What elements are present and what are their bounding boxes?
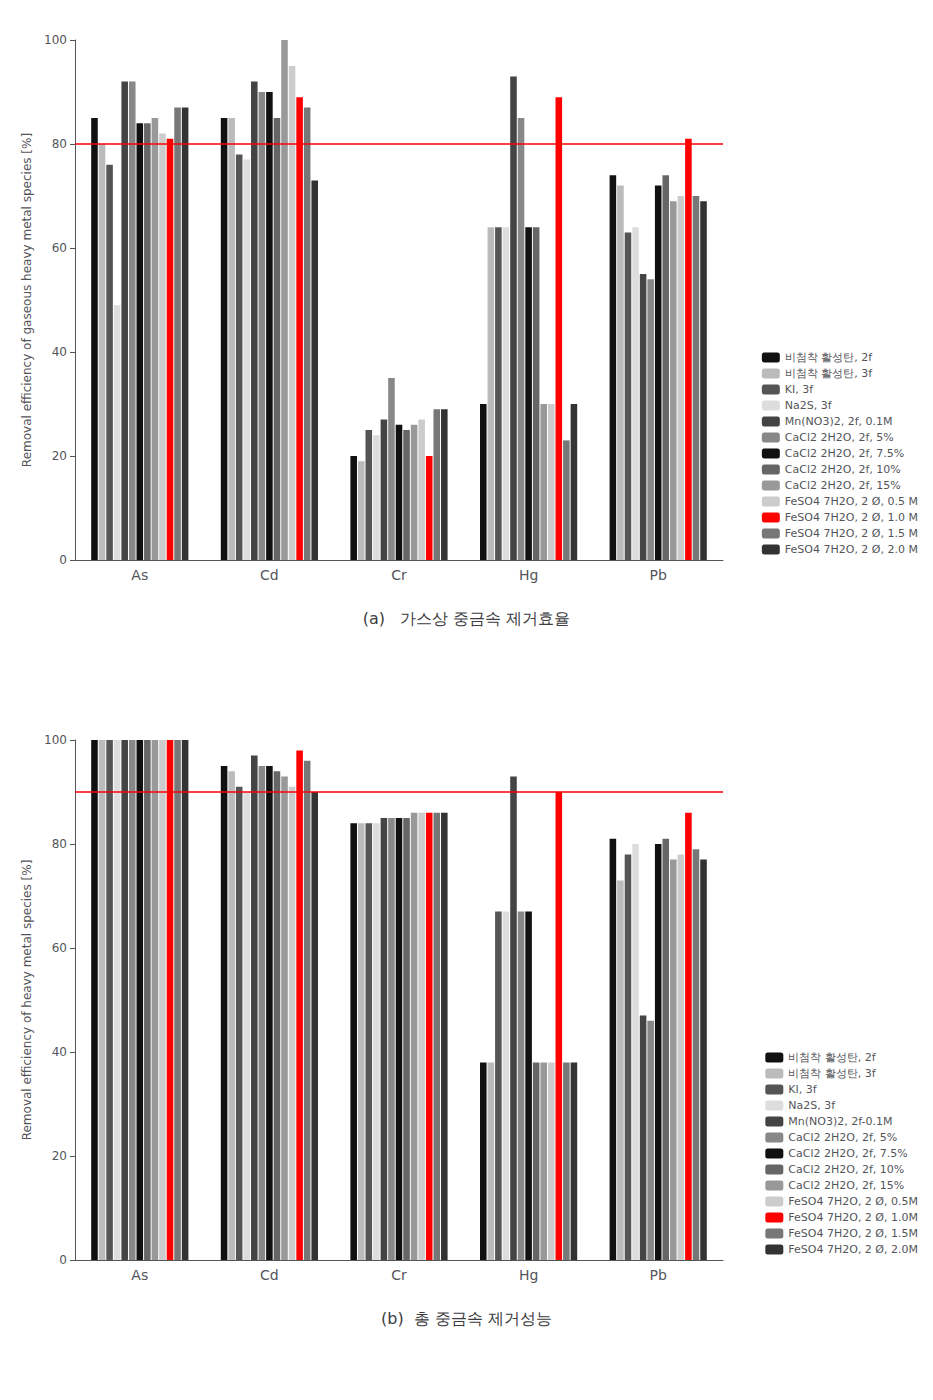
svg-text:60: 60 [52,941,67,955]
svg-text:Hg: Hg [519,1267,538,1283]
svg-text:FeSO4 7H2O, 2 Ø, 2.0M: FeSO4 7H2O, 2 Ø, 2.0M [788,1243,918,1256]
svg-text:0: 0 [59,1253,67,1267]
svg-text:40: 40 [52,345,67,359]
svg-text:60: 60 [52,241,67,255]
svg-text:CaCl2 2H2O, 2f, 5%: CaCl2 2H2O, 2f, 5% [785,431,894,444]
svg-text:Na2S, 3f: Na2S, 3f [785,399,833,412]
svg-text:40: 40 [52,1045,67,1059]
svg-text:100: 100 [44,733,67,747]
svg-text:80: 80 [52,837,67,851]
svg-text:80: 80 [52,137,67,151]
svg-text:CaCl2 2H2O, 2f, 15%: CaCl2 2H2O, 2f, 15% [788,1179,904,1192]
svg-text:0: 0 [59,553,67,567]
svg-text:20: 20 [52,449,67,463]
svg-text:100: 100 [44,33,67,47]
svg-text:Cr: Cr [391,567,407,583]
svg-text:Hg: Hg [519,567,538,583]
svg-text:CaCl2 2H2O, 2f, 7.5%: CaCl2 2H2O, 2f, 7.5% [785,447,904,460]
svg-text:CaCl2 2H2O, 2f, 10%: CaCl2 2H2O, 2f, 10% [788,1163,904,1176]
svg-text:FeSO4 7H2O, 2 Ø, 1.5M: FeSO4 7H2O, 2 Ø, 1.5M [788,1227,918,1240]
svg-text:As: As [131,567,148,583]
svg-text:Mn(NO3)2, 2f, 0.1M: Mn(NO3)2, 2f, 0.1M [785,415,893,428]
svg-text:As: As [131,1267,148,1283]
svg-text:(b) 총 중금속 제거성능: (b) 총 중금속 제거성능 [381,1309,552,1328]
svg-text:Cd: Cd [260,567,279,583]
svg-text:CaCl2 2H2O, 2f, 5%: CaCl2 2H2O, 2f, 5% [788,1131,897,1144]
svg-text:FeSO4 7H2O, 2 Ø, 2.0 M: FeSO4 7H2O, 2 Ø, 2.0 M [785,543,918,556]
svg-text:FeSO4 7H2O, 2 Ø, 1.5 M: FeSO4 7H2O, 2 Ø, 1.5 M [785,527,918,540]
svg-text:비첨착 활성탄, 2f: 비첨착 활성탄, 2f [785,351,873,364]
svg-text:KI, 3f: KI, 3f [785,383,814,396]
svg-text:FeSO4 7H2O, 2 Ø, 0.5M: FeSO4 7H2O, 2 Ø, 0.5M [788,1195,918,1208]
svg-text:Pb: Pb [650,567,667,583]
svg-text:KI, 3f: KI, 3f [788,1083,817,1096]
svg-text:FeSO4 7H2O, 2 Ø, 0.5 M: FeSO4 7H2O, 2 Ø, 0.5 M [785,495,918,508]
svg-text:20: 20 [52,1149,67,1163]
svg-text:비첨착 활성탄, 2f: 비첨착 활성탄, 2f [788,1051,876,1064]
svg-text:CaCl2 2H2O, 2f, 10%: CaCl2 2H2O, 2f, 10% [785,463,901,476]
svg-text:CaCl2 2H2O, 2f, 15%: CaCl2 2H2O, 2f, 15% [785,479,901,492]
svg-text:Pb: Pb [650,1267,667,1283]
svg-text:비첨착 활성탄, 3f: 비첨착 활성탄, 3f [788,1067,876,1080]
svg-text:Mn(NO3)2, 2f-0.1M: Mn(NO3)2, 2f-0.1M [788,1115,892,1128]
svg-text:Removal efficiency of gaseous: Removal efficiency of gaseous heavy meta… [20,133,34,467]
svg-text:FeSO4 7H2O, 2 Ø, 1.0M: FeSO4 7H2O, 2 Ø, 1.0M [788,1211,918,1224]
svg-text:Cd: Cd [260,1267,279,1283]
svg-text:Removal efficiency of heavy me: Removal efficiency of heavy metal specie… [20,860,34,1141]
svg-text:Cr: Cr [391,1267,407,1283]
svg-text:(a) 가스상 중금속 제거효율: (a) 가스상 중금속 제거효율 [363,609,571,628]
svg-text:FeSO4 7H2O, 2 Ø, 1.0 M: FeSO4 7H2O, 2 Ø, 1.0 M [785,511,918,524]
svg-text:CaCl2 2H2O, 2f, 7.5%: CaCl2 2H2O, 2f, 7.5% [788,1147,907,1160]
svg-text:Na2S, 3f: Na2S, 3f [788,1099,836,1112]
svg-text:비첨착 활성탄, 3f: 비첨착 활성탄, 3f [785,367,873,380]
